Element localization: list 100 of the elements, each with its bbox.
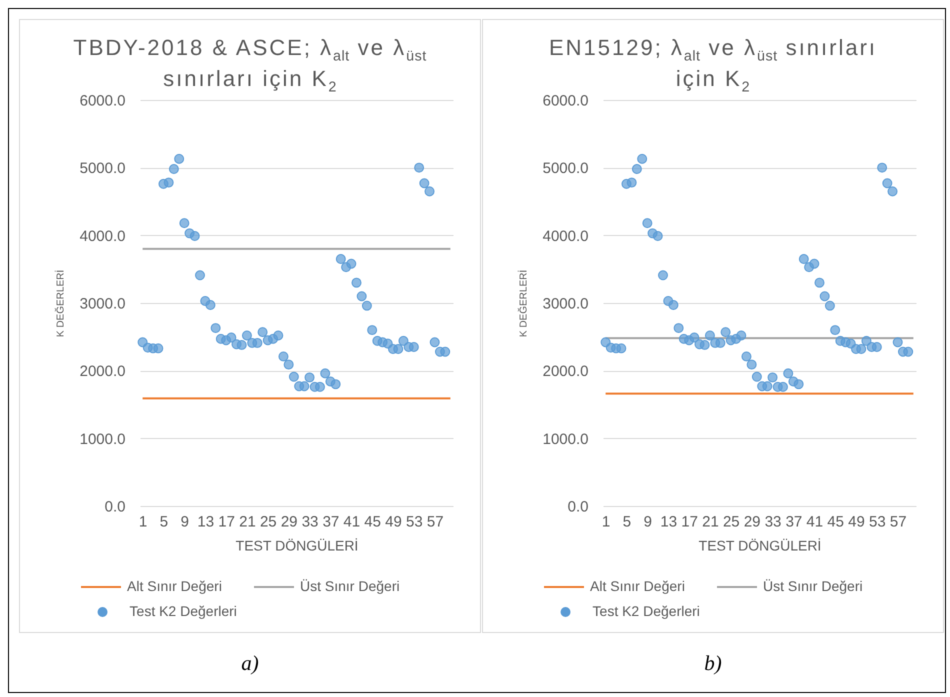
point	[689, 332, 700, 342]
legend-label: Alt Sınır Değeri	[590, 578, 685, 594]
point	[741, 351, 752, 362]
x-tick-label: 37	[786, 514, 802, 530]
y-axis-title: K DEĞERLERİ	[518, 270, 530, 338]
x-tick-label: 49	[848, 514, 865, 530]
point	[346, 258, 356, 269]
text: a)	[240, 651, 260, 676]
point	[674, 323, 684, 333]
legend-label: Üst Sınır Değeri	[300, 578, 400, 594]
chart-title: TBDY-2018 & ASCE; λ$_{alt}$ ve λ$_{üst}$ sınırları için K$_{2}$	[73, 35, 427, 96]
y-tick-label: 4000.0	[542, 228, 588, 245]
legend-label: Üst Sınır Değeri	[763, 578, 863, 594]
point	[809, 258, 820, 269]
y-tick-label: 2000.0	[80, 363, 126, 380]
x-tick-label: 25	[722, 514, 740, 530]
point	[153, 343, 164, 354]
legend-label: Test K2 Değerleri	[592, 603, 700, 619]
x-tick-label: 17	[218, 514, 235, 530]
x-tick-label: 41	[343, 514, 360, 530]
x-tick-label: 45	[364, 514, 381, 530]
x-tick-label: 5	[160, 514, 168, 530]
point	[179, 218, 190, 228]
point	[398, 336, 408, 346]
y-tick-label: 1000.0	[80, 430, 126, 448]
point	[888, 186, 898, 196]
point	[210, 323, 221, 333]
point	[273, 330, 284, 340]
point	[430, 337, 440, 348]
y-tick-label: 3000.0	[542, 296, 588, 312]
point	[352, 278, 362, 288]
point	[830, 325, 840, 336]
point	[700, 340, 710, 350]
text: b)	[703, 651, 723, 676]
point	[419, 178, 430, 188]
point	[205, 300, 216, 310]
point	[174, 154, 184, 164]
x-axis-title: TEST DÖNGÜLERİ	[698, 538, 822, 554]
point	[320, 368, 330, 378]
point	[236, 340, 247, 350]
point	[861, 336, 872, 346]
x-tick-label: 37	[322, 514, 340, 530]
legend-label: Test K2 Değerleri	[130, 603, 237, 619]
point	[903, 346, 914, 357]
x-tick-label: 57	[890, 514, 907, 530]
y-tick-label: 3000.0	[80, 296, 126, 312]
x-axis-title: TEST DÖNGÜLERİ	[236, 538, 358, 554]
point	[762, 381, 772, 392]
point	[892, 337, 903, 348]
x-tick-label: 29	[744, 514, 761, 530]
x-tick-label: 1	[138, 514, 148, 530]
point	[258, 327, 268, 338]
point	[882, 178, 892, 188]
point	[736, 330, 746, 340]
point	[242, 330, 252, 340]
x-tick-label: 13	[197, 514, 214, 530]
point	[798, 254, 809, 264]
point	[190, 231, 200, 241]
x-tick-label: 41	[806, 514, 824, 530]
legend-label: Alt Sınır Değeri	[127, 578, 222, 594]
point	[642, 218, 652, 228]
y-tick-label: 0.0	[104, 498, 126, 516]
point	[168, 164, 179, 174]
x-tick-label: 29	[280, 514, 298, 530]
point	[872, 342, 882, 352]
point	[414, 162, 424, 173]
point	[652, 231, 663, 241]
point	[356, 291, 367, 302]
point	[794, 379, 804, 390]
x-tick-label: 53	[406, 514, 423, 530]
point	[315, 382, 325, 392]
point	[440, 346, 450, 357]
point	[746, 360, 757, 370]
x-tick-label: 57	[426, 514, 444, 530]
y-axis-title: K DEĞERLERİ	[54, 270, 67, 338]
point	[626, 178, 637, 188]
point	[778, 382, 788, 392]
point	[720, 327, 731, 338]
point	[637, 154, 648, 164]
x-tick-label: 5	[622, 514, 632, 530]
y-tick-label: 6000.0	[542, 92, 588, 110]
point	[284, 360, 294, 370]
point	[820, 291, 830, 302]
y-tick-label: 1000.0	[542, 430, 588, 448]
point	[299, 381, 310, 392]
point	[330, 379, 341, 390]
x-tick-label: 25	[260, 514, 277, 530]
point	[424, 186, 434, 196]
x-tick-label: 9	[180, 514, 190, 530]
point	[288, 372, 299, 382]
point	[362, 300, 372, 311]
point	[715, 338, 726, 348]
point	[226, 332, 236, 342]
x-tick-label: 17	[681, 514, 698, 530]
y-tick-label: 5000.0	[80, 160, 126, 178]
point	[658, 270, 668, 280]
point	[304, 372, 315, 382]
point	[393, 344, 404, 354]
y-tick-label: 4000.0	[80, 228, 126, 245]
point	[752, 372, 762, 382]
